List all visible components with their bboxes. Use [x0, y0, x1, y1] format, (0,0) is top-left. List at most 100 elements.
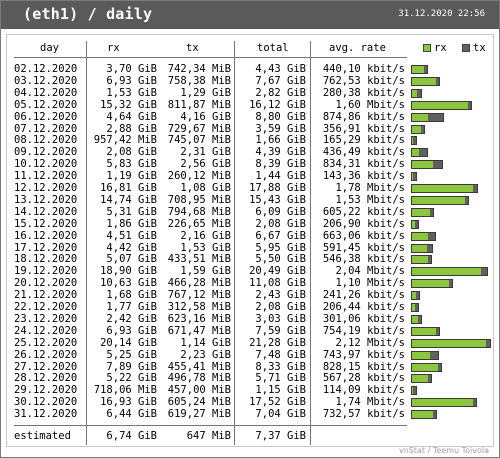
traffic-bar-tx: [435, 77, 439, 85]
traffic-bar: [411, 243, 434, 253]
total-cell: 16,12 GiB: [249, 98, 306, 111]
traffic-bar: [411, 314, 423, 324]
traffic-bar: [411, 160, 443, 170]
rate-cell: 440,10 kbit/s: [322, 63, 405, 75]
rate-cell: 828,15 kbit/s: [322, 360, 405, 373]
rx-cell: 18,90 GiB: [100, 265, 157, 278]
traffic-bar: [411, 338, 491, 348]
rate-cell: 280,38 kbit/s: [322, 86, 405, 99]
tx-cell: 767,12 MiB: [167, 289, 231, 302]
estimated-divider: [14, 425, 407, 426]
traffic-bar: [411, 255, 432, 265]
total-cell: 6,09 GiB: [255, 205, 306, 218]
traffic-bar-tx: [418, 315, 422, 323]
tx-cell: 619,27 MiB: [167, 408, 231, 421]
total-cell: 8,39 GiB: [255, 158, 306, 171]
rx-cell: 5,31 GiB: [106, 205, 157, 218]
rx-cell: 5,25 GiB: [106, 348, 157, 361]
rx-cell: 5,83 GiB: [106, 158, 157, 171]
rx-cell: 16,81 GiB: [100, 182, 157, 194]
day-cell: 16.12.2020: [14, 229, 78, 242]
total-cell: 2,43 GiB: [255, 289, 306, 302]
traffic-bar-tx: [414, 220, 418, 228]
rate-cell: 546,38 kbit/s: [322, 253, 405, 266]
total-cell: 17,88 GiB: [249, 182, 306, 194]
rate-cell: 2,12 Mbit/s: [335, 336, 405, 349]
day-cell: 04.12.2020: [14, 86, 78, 99]
timestamp: 31.12.2020 22:56: [398, 9, 485, 19]
traffic-bar: [411, 350, 440, 360]
traffic-bar-tx: [427, 244, 433, 252]
traffic-bar-tx: [448, 280, 452, 288]
traffic-bar-tx: [465, 196, 468, 204]
day-cell: 19.12.2020: [14, 265, 78, 278]
traffic-bar-tx: [438, 363, 442, 371]
traffic-bar: [411, 88, 422, 98]
tx-cell: 2,23 GiB: [180, 348, 231, 361]
rx-cell: 1,77 GiB: [106, 301, 157, 313]
day-cell: 05.12.2020: [14, 98, 78, 111]
tx-cell: 758,38 MiB: [167, 74, 231, 87]
total-cell: 17,52 GiB: [249, 396, 306, 409]
estimated-total: 7,37 GiB: [255, 430, 306, 442]
day-cell: 30.12.2020: [14, 396, 78, 409]
total-cell: 20,49 GiB: [249, 265, 306, 278]
rate-cell: 114,09 kbit/s: [322, 384, 405, 397]
rx-cell: 4,51 GiB: [106, 229, 157, 242]
traffic-bar-tx: [427, 256, 431, 264]
tx-cell: 1,29 GiB: [180, 86, 231, 99]
rate-cell: 1,60 Mbit/s: [335, 98, 405, 111]
rx-cell: 16,93 GiB: [100, 396, 157, 409]
total-cell: 7,04 GiB: [255, 408, 306, 421]
traffic-bar: [411, 303, 419, 312]
rate-cell: 762,53 kbit/s: [322, 74, 405, 87]
column-header-avg-rate: avg. rate: [329, 42, 386, 54]
traffic-bar: [411, 148, 428, 158]
rx-cell: 6,44 GiB: [106, 408, 157, 421]
tx-cell: 745,07 MiB: [167, 134, 231, 147]
total-cell: 11,08 GiB: [249, 277, 306, 290]
tx-cell: 623,16 MiB: [167, 312, 231, 325]
total-cell: 2,08 GiB: [255, 301, 306, 313]
rate-cell: 591,45 kbit/s: [322, 241, 405, 254]
traffic-bar-tx: [428, 375, 432, 383]
legend-rx-swatch: [423, 44, 431, 52]
traffic-bar: [411, 184, 479, 193]
traffic-bar-tx: [413, 387, 416, 395]
day-cell: 25.12.2020: [14, 336, 78, 349]
rx-cell: 1,68 GiB: [106, 289, 157, 302]
day-cell: 03.12.2020: [14, 74, 78, 87]
day-cell: 09.12.2020: [14, 146, 78, 159]
rate-cell: 206,90 kbit/s: [322, 217, 405, 230]
traffic-bar-tx: [485, 339, 490, 347]
tx-cell: 466,28 MiB: [167, 277, 231, 290]
day-cell: 28.12.2020: [14, 372, 78, 385]
rx-cell: 14,74 GiB: [100, 193, 157, 206]
column-divider: [86, 41, 87, 445]
tx-cell: 2,16 GiB: [180, 229, 231, 242]
tx-cell: 605,24 MiB: [167, 396, 231, 409]
traffic-bar: [411, 136, 418, 146]
traffic-bar: [411, 362, 443, 372]
daily-table: day rx tx total avg. rate rx tx 02.12.20…: [6, 34, 494, 447]
rx-cell: 4,64 GiB: [106, 110, 157, 123]
rate-cell: 241,26 kbit/s: [322, 289, 405, 302]
tx-cell: 260,12 MiB: [167, 170, 231, 183]
rx-cell: 718,06 MiB: [93, 384, 157, 397]
rx-cell: 2,08 GiB: [106, 146, 157, 159]
traffic-bar-tx: [416, 89, 421, 97]
rate-cell: 1,74 Mbit/s: [335, 396, 405, 409]
title-bar: (eth1) / daily 31.12.2020 22:56: [1, 1, 499, 29]
rate-cell: 605,22 kbit/s: [322, 205, 405, 218]
tx-cell: 496,78 MiB: [167, 372, 231, 385]
day-cell: 13.12.2020: [14, 193, 78, 206]
total-cell: 1,66 GiB: [255, 134, 306, 147]
day-cell: 21.12.2020: [14, 289, 78, 302]
legend-rx-label: rx: [434, 42, 447, 54]
tx-cell: 1,53 GiB: [180, 241, 231, 254]
traffic-bar: [411, 65, 428, 74]
total-cell: 7,67 GiB: [255, 74, 306, 87]
traffic-bar: [411, 398, 477, 408]
tx-cell: 1,14 GiB: [180, 336, 231, 349]
